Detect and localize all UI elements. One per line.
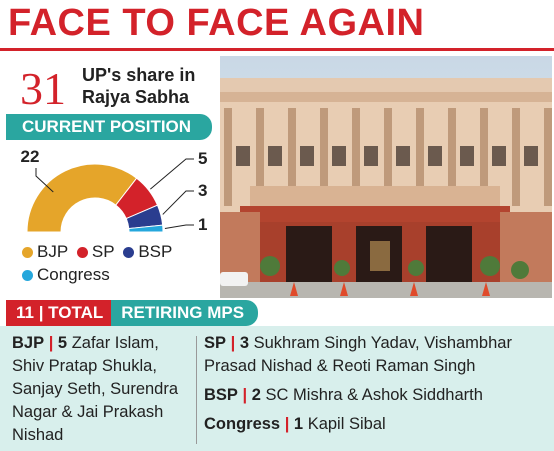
- other-retiring: SP | 3 Sukhram Singh Yadav, Vishambhar P…: [204, 332, 544, 442]
- seat-share-chart: 22 5 3 1: [21, 147, 208, 234]
- separator: |: [48, 334, 54, 352]
- retiring-heading: RETIRING MPS: [111, 300, 259, 326]
- bsp-retiring: BSP | 2 SC Mishra & Ashok Siddharth: [204, 384, 544, 407]
- legend-label-congress: Congress: [37, 265, 110, 284]
- legend-item-bjp: BJP: [22, 240, 68, 263]
- bjp-names: Zafar Islam, Shiv Pratap Shukla, Sanjay …: [12, 334, 179, 444]
- congress-names: Kapil Sibal: [307, 415, 386, 433]
- bsp-names: SC Mishra & Ashok Siddharth: [265, 386, 483, 404]
- share-label: UP's share in Rajya Sabha: [82, 65, 196, 107]
- legend-dot-sp: [76, 247, 88, 258]
- bjp-party: BJP: [12, 334, 45, 352]
- congress-party: Congress: [204, 415, 281, 433]
- separator: |: [242, 386, 248, 404]
- label-leader-bsp: [162, 190, 194, 215]
- separator: |: [230, 334, 236, 352]
- sp-names: Sukhram Singh Yadav, Vishambhar Prasad N…: [204, 334, 512, 375]
- chart-legend: BJP SP BSP Congress: [22, 240, 176, 286]
- legend-dot-bjp: [22, 247, 33, 258]
- label-leader-congress: [164, 224, 194, 229]
- legend-item-congress: Congress: [22, 263, 110, 286]
- legend-dot-bsp: [123, 247, 135, 258]
- total-badge: 11 | TOTAL: [6, 300, 112, 326]
- bjp-count: 5: [57, 334, 68, 352]
- current-position-heading: CURRENT POSITION: [6, 114, 212, 140]
- legend-label-bsp: BSP: [138, 242, 173, 261]
- value-label-congress: 1: [198, 215, 207, 234]
- sp-party: SP: [204, 334, 227, 352]
- retiring-bar: 11 | TOTAL RETIRING MPS: [6, 300, 259, 326]
- legend-label-sp: SP: [91, 242, 115, 261]
- bsp-party: BSP: [204, 386, 238, 404]
- value-label-sp: 5: [198, 149, 207, 168]
- separator: |: [284, 415, 290, 433]
- share-number: 31: [20, 63, 66, 114]
- legend-label-bjp: BJP: [37, 242, 69, 261]
- title-divider: [0, 48, 554, 51]
- segment-bjp: [26, 163, 138, 233]
- sp-retiring: SP | 3 Sukhram Singh Yadav, Vishambhar P…: [204, 332, 544, 378]
- legend-item-sp: SP: [76, 240, 115, 263]
- parliament-photo: [220, 56, 552, 298]
- label-leader-bjp: [35, 168, 54, 193]
- bsp-count: 2: [251, 386, 261, 404]
- legend-dot-congress: [22, 270, 33, 281]
- column-divider: [196, 336, 197, 444]
- sp-count: 3: [239, 334, 250, 352]
- congress-retiring: Congress | 1 Kapil Sibal: [204, 413, 544, 436]
- page-title: FACE TO FACE AGAIN: [8, 2, 425, 44]
- legend-item-bsp: BSP: [123, 240, 172, 263]
- label-leader-sp: [150, 158, 194, 190]
- value-label-bsp: 3: [198, 181, 207, 200]
- segment-congress: [128, 224, 164, 233]
- value-label-bjp: 22: [21, 147, 40, 166]
- retiring-panel: BJP | 5 Zafar Islam, Shiv Pratap Shukla,…: [0, 326, 554, 451]
- congress-count: 1: [293, 415, 304, 433]
- bjp-retiring: BJP | 5 Zafar Islam, Shiv Pratap Shukla,…: [12, 332, 192, 447]
